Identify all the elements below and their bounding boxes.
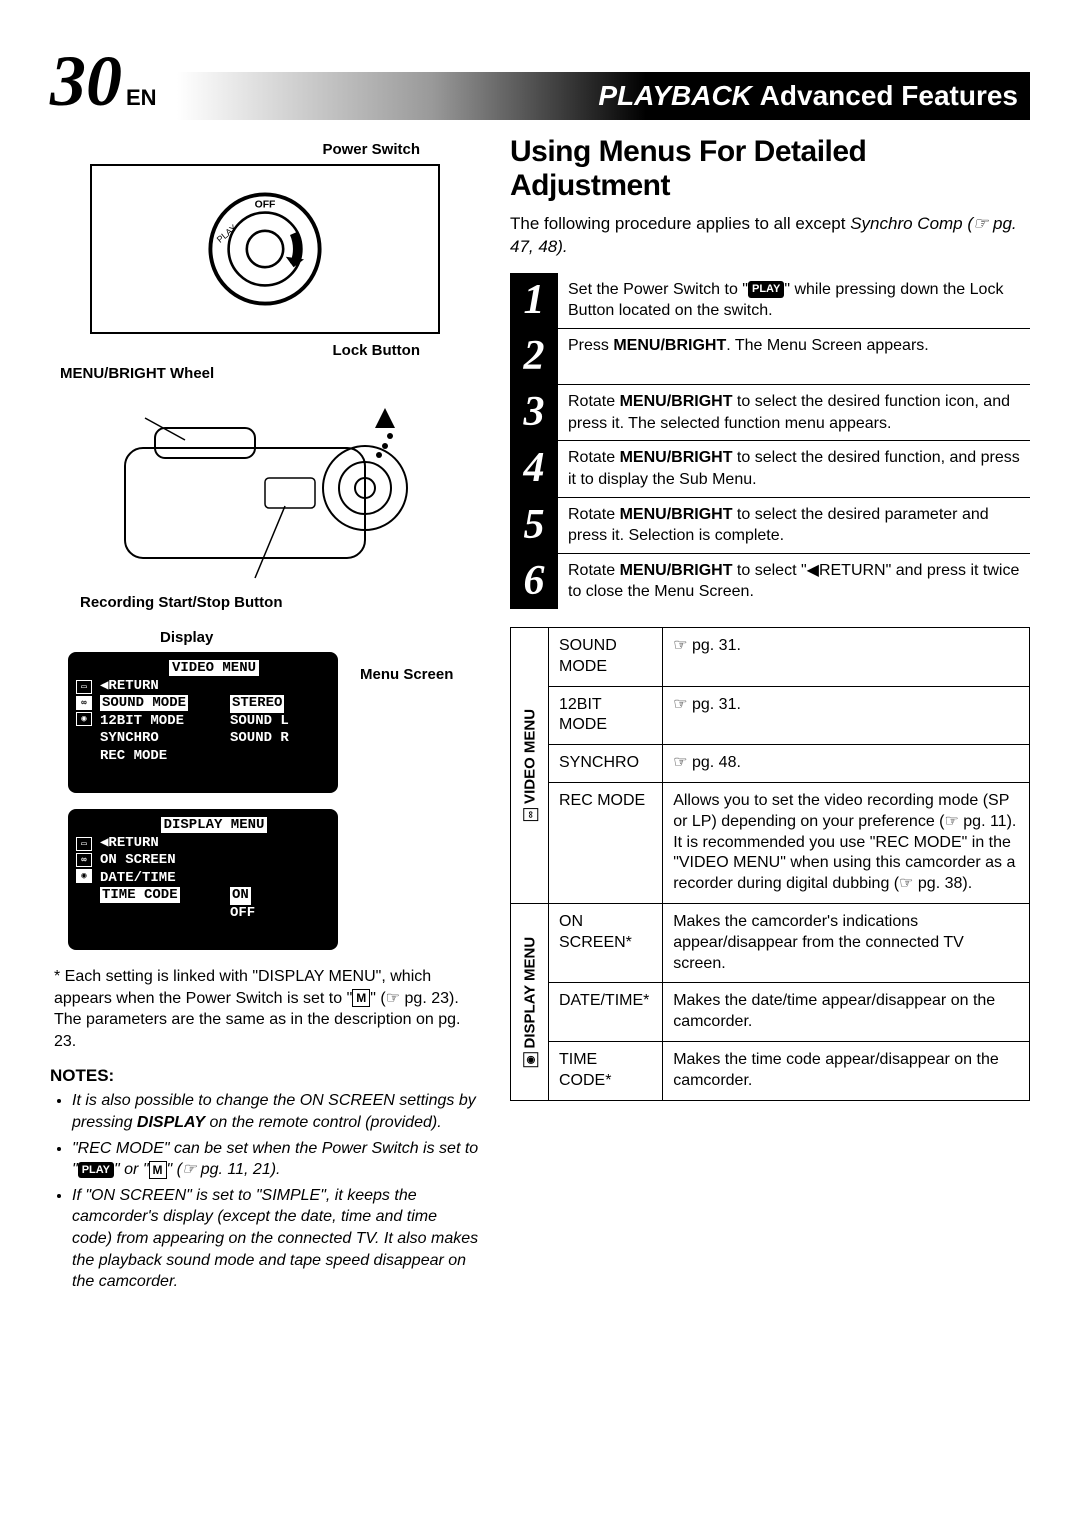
ref-name: TIME CODE* [549, 1041, 663, 1100]
step-number: 4 [510, 441, 558, 496]
display-menu-display: ▭∞◉ DISPLAY MENU ◀RETURN ON SCREEN DATE/… [68, 809, 338, 950]
note-item: If "ON SCREEN" is set to "SIMPLE", it ke… [72, 1185, 480, 1293]
power-switch-label: Power Switch [50, 141, 420, 158]
notes-heading: NOTES: [50, 1066, 480, 1086]
svg-text:OFF: OFF [255, 199, 276, 210]
left-column: Power Switch OFF PLAY Lock Button MENU/B… [50, 135, 480, 1293]
rec-start-stop-label: Recording Start/Stop Button [80, 594, 480, 611]
dial-icon: OFF PLAY [200, 184, 330, 314]
ref-desc: Makes the date/time appear/disappear on … [663, 983, 1030, 1042]
ref-name: DATE/TIME* [549, 983, 663, 1042]
lock-button-label: Lock Button [50, 342, 420, 359]
step-item: 6 Rotate MENU/BRIGHT to select "◀RETURN"… [510, 553, 1030, 609]
step-number: 1 [510, 273, 558, 328]
ref-name: SOUND MODE [549, 628, 663, 687]
video-menu-side-label: ∞VIDEO MENU [511, 628, 549, 904]
video-menu-title: VIDEO MENU [169, 660, 259, 676]
step-text: Rotate MENU/BRIGHT to select "◀RETURN" a… [558, 554, 1030, 609]
section-subtitle: Using Menus For Detailed Adjustment [510, 135, 1030, 203]
camcorder-diagram [85, 388, 445, 588]
ref-name: 12BIT MODE [549, 686, 663, 745]
step-text: Press MENU/BRIGHT. The Menu Screen appea… [558, 329, 1030, 384]
step-text: Rotate MENU/BRIGHT to select the desired… [558, 385, 1030, 440]
intro-text: The following procedure applies to all e… [510, 213, 1030, 259]
step-text: Rotate MENU/BRIGHT to select the desired… [558, 441, 1030, 496]
display-label: Display [160, 629, 480, 646]
step-number: 5 [510, 498, 558, 553]
ref-desc: Makes the time code appear/disappear on … [663, 1041, 1030, 1100]
ref-desc: ☞ pg. 48. [663, 745, 1030, 783]
step-item: 2 Press MENU/BRIGHT. The Menu Screen app… [510, 328, 1030, 384]
note-item: It is also possible to change the ON SCR… [72, 1090, 480, 1133]
steps-list: 1 Set the Power Switch to "PLAY" while p… [510, 273, 1030, 609]
step-item: 5 Rotate MENU/BRIGHT to select the desir… [510, 497, 1030, 553]
page-language: EN [126, 85, 157, 111]
menu-bright-wheel-label: MENU/BRIGHT Wheel [60, 365, 480, 382]
right-column: Using Menus For Detailed Adjustment The … [510, 135, 1030, 1293]
notes-list: It is also possible to change the ON SCR… [72, 1090, 480, 1292]
step-number: 6 [510, 554, 558, 609]
ref-desc: ☞ pg. 31. [663, 686, 1030, 745]
step-item: 3 Rotate MENU/BRIGHT to select the desir… [510, 384, 1030, 440]
menu-screen-label: Menu Screen [360, 666, 453, 683]
display-menu-side-label: ◉DISPLAY MENU [511, 903, 549, 1100]
ref-desc: Makes the camcorder's indications appear… [663, 903, 1030, 982]
reference-table: ∞VIDEO MENU SOUND MODE ☞ pg. 31. 12BIT M… [510, 627, 1030, 1101]
step-text: Rotate MENU/BRIGHT to select the desired… [558, 498, 1030, 553]
step-item: 1 Set the Power Switch to "PLAY" while p… [510, 273, 1030, 328]
title-part1: PLAYBACK [598, 80, 751, 111]
section-title-bar: PLAYBACK Advanced Features [177, 72, 1030, 120]
step-text: Set the Power Switch to "PLAY" while pre… [558, 273, 1030, 328]
ref-name: SYNCHRO [549, 745, 663, 783]
svg-text:PLAY: PLAY [215, 223, 239, 245]
step-number: 3 [510, 385, 558, 440]
ref-desc: ☞ pg. 31. [663, 628, 1030, 687]
note-item: "REC MODE" can be set when the Power Swi… [72, 1138, 480, 1181]
step-item: 4 Rotate MENU/BRIGHT to select the desir… [510, 440, 1030, 496]
page-number: 30 [50, 40, 122, 123]
ref-name: REC MODE [549, 782, 663, 903]
page-header: 30 EN PLAYBACK Advanced Features [50, 40, 1030, 123]
step-number: 2 [510, 329, 558, 384]
ref-desc: Allows you to set the video recording mo… [663, 782, 1030, 903]
linked-settings-note: * Each setting is linked with "DISPLAY M… [54, 966, 476, 1052]
title-part2: Advanced Features [760, 80, 1018, 111]
video-menu-display: ▭∞◉ VIDEO MENU ◀RETURN SOUND MODESTEREO … [68, 652, 338, 793]
ref-name: ON SCREEN* [549, 903, 663, 982]
power-switch-diagram: OFF PLAY [90, 164, 440, 334]
display-menu-title: DISPLAY MENU [161, 817, 268, 833]
